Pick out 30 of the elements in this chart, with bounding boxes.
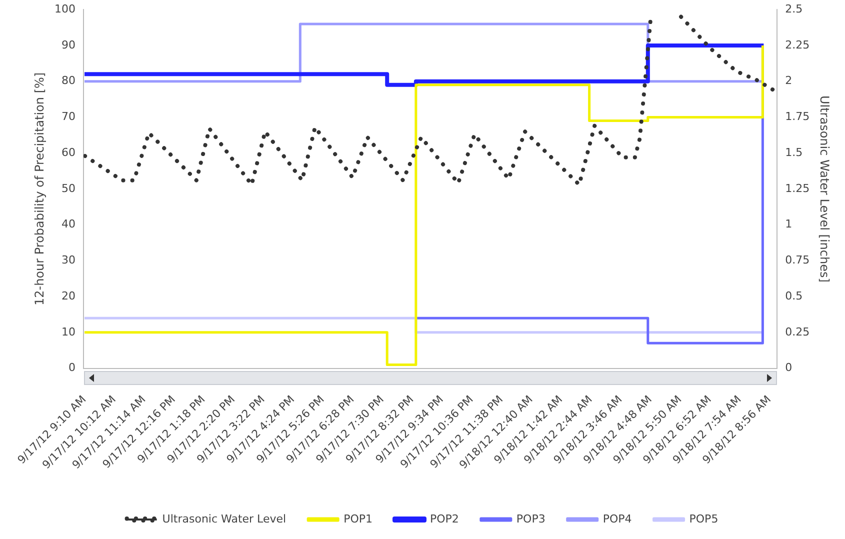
y2-tick-label: 1.5 — [785, 146, 803, 159]
y-tick-label: 50 — [62, 182, 76, 195]
y2-tick-label: 0 — [785, 361, 792, 374]
y2-tick-label: 0.25 — [785, 325, 810, 338]
y2-tick-label: 2.5 — [785, 2, 803, 16]
y-tick-label: 60 — [62, 146, 76, 159]
legend-label: POP1 — [344, 512, 373, 526]
y2-tick-label: 0.5 — [785, 289, 803, 302]
y-tick-label: 20 — [62, 289, 76, 302]
legend-label: POP3 — [516, 512, 546, 526]
y-tick-label: 0 — [68, 361, 76, 374]
y-tick-label: 90 — [62, 38, 76, 52]
y2-tick-label: 1.75 — [785, 110, 810, 124]
y2-tick-label: 2.25 — [785, 38, 810, 52]
legend-label: POP2 — [430, 512, 459, 526]
y-tick-label: 40 — [62, 218, 76, 231]
y2-tick-label: 1.25 — [785, 182, 810, 195]
y-axis-title: 12-hour Probability of Precipitation [%] — [32, 72, 46, 306]
legend-label: Ultrasonic Water Level — [162, 512, 286, 526]
y2-tick-label: 2 — [785, 74, 792, 88]
y2-tick-label: 0.75 — [785, 254, 810, 267]
y-tick-label: 10 — [62, 325, 76, 338]
y-tick-label: 70 — [62, 110, 76, 124]
legend-label: POP5 — [689, 512, 718, 526]
y2-tick-label: 1 — [785, 218, 792, 231]
y-tick-label: 100 — [54, 2, 76, 16]
y-tick-label: 80 — [62, 74, 76, 88]
legend-label: POP4 — [602, 512, 632, 526]
y2-axis-title: Ultrasonic Water Level [inches] — [818, 95, 832, 282]
y-tick-label: 30 — [62, 254, 76, 267]
